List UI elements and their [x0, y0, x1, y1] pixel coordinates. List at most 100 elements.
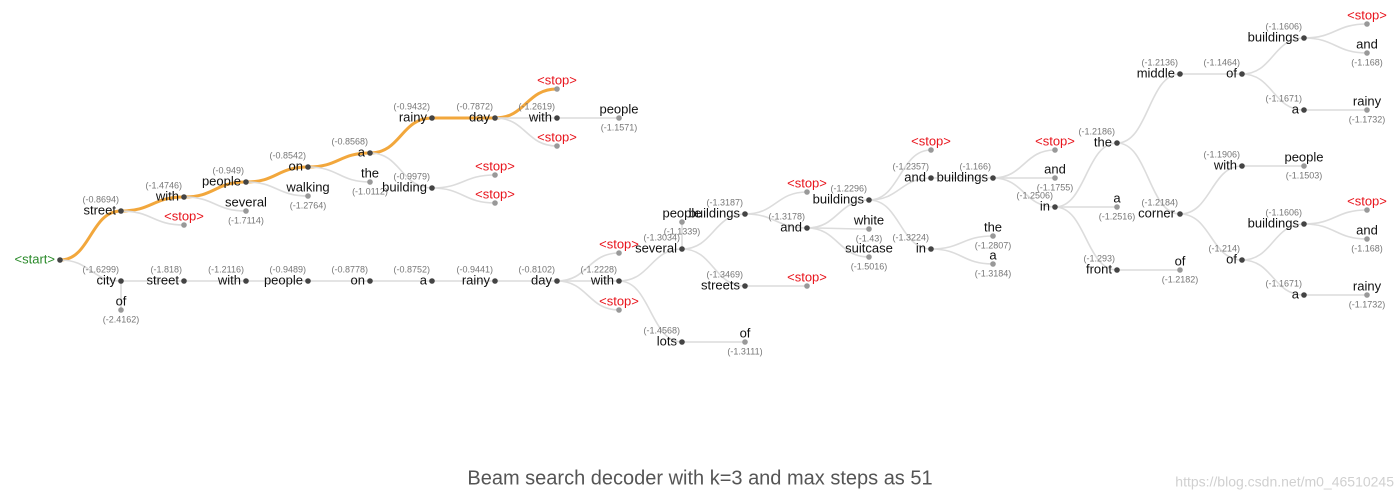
node-dot	[1052, 204, 1058, 210]
node-label: building	[382, 179, 427, 194]
node-dot	[866, 197, 872, 203]
node-label: lots	[657, 333, 678, 348]
node-score: (-2.4162)	[103, 314, 140, 324]
node-label: <stop>	[911, 133, 951, 148]
node-dot	[492, 278, 498, 284]
node-label: with	[590, 272, 614, 287]
node-score: (-1.3178)	[768, 211, 805, 221]
node-dot	[1177, 267, 1183, 273]
node-label: <start>	[15, 251, 55, 266]
node-label: <stop>	[1347, 7, 1387, 22]
node-dot	[1364, 236, 1370, 242]
edges	[59, 23, 1368, 343]
node-label: a	[1292, 101, 1300, 116]
node-label: and	[904, 169, 926, 184]
node-label: <stop>	[787, 175, 827, 190]
node-dot	[554, 143, 560, 149]
edge	[1241, 37, 1305, 75]
node-label: on	[351, 272, 365, 287]
edge	[806, 199, 870, 229]
node-score: (-1.2619)	[518, 101, 555, 111]
node-label: buildings	[1248, 29, 1300, 44]
node-dot	[1301, 107, 1307, 113]
node-dot	[429, 115, 435, 121]
node-score: (-1.1571)	[601, 122, 638, 132]
edge	[245, 181, 309, 197]
node-label: corner	[1138, 205, 1176, 220]
node-label: buildings	[1248, 215, 1300, 230]
node-label: middle	[1137, 65, 1175, 80]
edge	[59, 259, 122, 282]
node-dot	[305, 278, 311, 284]
node-label: <stop>	[164, 208, 204, 223]
node-dot	[1052, 175, 1058, 181]
edge	[992, 177, 1056, 208]
node-label: and	[1356, 36, 1378, 51]
node-score: (-1.168)	[1351, 57, 1383, 67]
node-score: (-0.8102)	[518, 264, 555, 274]
node-dot	[1052, 147, 1058, 153]
node-label: a	[1292, 286, 1300, 301]
node-label: front	[1086, 261, 1112, 276]
node-dot	[1239, 257, 1245, 263]
node-label: rainy	[399, 109, 428, 124]
node-label: <stop>	[1035, 133, 1075, 148]
node-label: with	[1213, 157, 1237, 172]
node-dot	[928, 246, 934, 252]
node-score: (-0.8694)	[82, 194, 119, 204]
node-dot	[1301, 35, 1307, 41]
edge	[930, 248, 994, 265]
node-dot	[1239, 163, 1245, 169]
node-dot	[118, 278, 124, 284]
node-label: day	[531, 272, 552, 287]
node-dot	[305, 164, 311, 170]
node-dot	[429, 185, 435, 191]
node-score: (-1.1671)	[1265, 278, 1302, 288]
edge	[1241, 223, 1305, 261]
edge	[1179, 213, 1243, 261]
edge	[868, 177, 932, 201]
node-label: of	[1226, 251, 1237, 266]
node-label: <stop>	[599, 236, 639, 251]
edge	[369, 152, 433, 189]
edge	[369, 116, 433, 155]
node-dot	[554, 86, 560, 92]
edge	[431, 187, 496, 204]
node-dot	[1301, 221, 1307, 227]
edge	[1054, 206, 1118, 271]
node-dot	[492, 200, 498, 206]
nodes: <start>street(-0.8694)city(-1.6299)with(…	[15, 7, 1387, 356]
node-label: people	[202, 173, 241, 188]
node-label: walking	[285, 179, 329, 194]
node-score: (-1.168)	[1351, 243, 1383, 253]
node-label: of	[1175, 253, 1186, 268]
edge	[744, 213, 808, 229]
node-dot	[1364, 107, 1370, 113]
node-score: (-1.2764)	[290, 200, 327, 210]
node-label: with	[217, 272, 241, 287]
edge	[618, 280, 683, 343]
node-dot	[492, 115, 498, 121]
node-score: (-0.8542)	[269, 150, 306, 160]
node-dot	[679, 219, 685, 225]
node-label: and	[1356, 222, 1378, 237]
node-dot	[1177, 71, 1183, 77]
node-score: (-1.166)	[959, 161, 991, 171]
edge	[59, 209, 122, 262]
node-label: with	[528, 109, 552, 124]
node-score: (-1.3184)	[975, 268, 1012, 278]
node-score: (-1.1606)	[1265, 207, 1302, 217]
node-score: (-1.43)	[856, 233, 883, 243]
node-score: (-0.9489)	[269, 264, 306, 274]
node-label: people	[1284, 149, 1323, 164]
node-label: <stop>	[787, 269, 827, 284]
node-score: (-1.3111)	[727, 346, 762, 356]
node-label: <stop>	[1347, 193, 1387, 208]
node-label: a	[989, 247, 997, 262]
node-dot	[742, 339, 748, 345]
node-label: the	[984, 219, 1002, 234]
node-dot	[866, 226, 872, 232]
node-dot	[1364, 207, 1370, 213]
node-dot	[804, 225, 810, 231]
